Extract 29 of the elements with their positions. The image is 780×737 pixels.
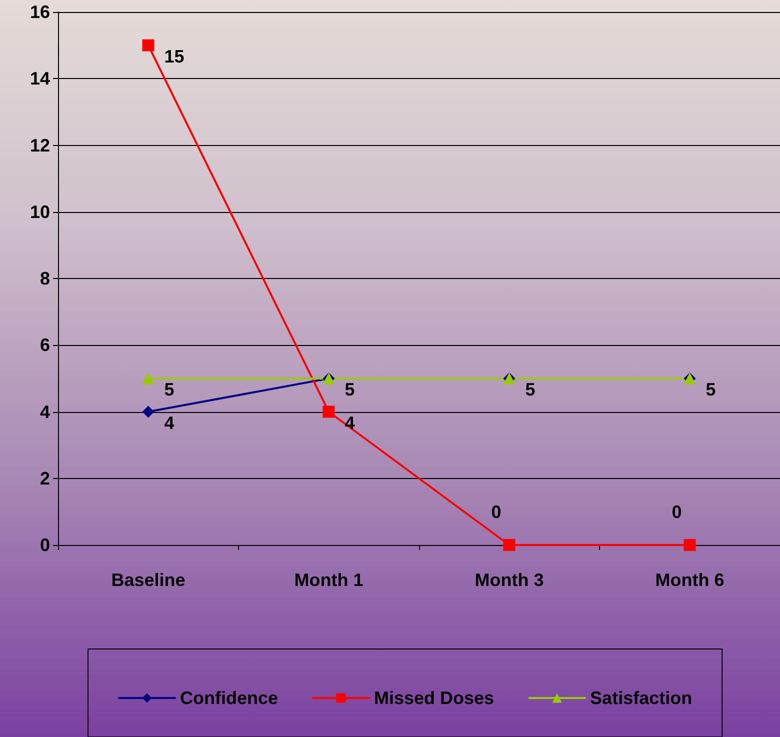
x-tick-label: Month 1	[294, 570, 364, 590]
point	[142, 406, 154, 418]
x-tick-label: Month 6	[655, 570, 724, 590]
point	[503, 539, 516, 551]
y-tick-label: 4	[40, 402, 50, 422]
legend-label: Confidence	[180, 688, 278, 708]
data-label: 5	[525, 379, 536, 400]
data-label: 0	[491, 502, 502, 522]
legend-label: Satisfaction	[590, 688, 692, 708]
data-label: 0	[672, 502, 682, 522]
x-tick-label: Baseline	[111, 570, 186, 590]
data-label: 5	[706, 379, 716, 400]
point	[322, 406, 335, 418]
y-tick-label: 0	[40, 535, 50, 555]
y-tick-label: 14	[30, 68, 50, 89]
y-tick-label: 12	[30, 135, 50, 156]
point	[142, 39, 154, 52]
data-label: 15	[164, 46, 184, 66]
y-tick-label: 16	[30, 2, 50, 22]
data-label: 4	[164, 412, 174, 433]
data-label: 5	[344, 379, 355, 400]
legend-label: Missed Doses	[374, 688, 494, 708]
y-tick-label: 10	[30, 202, 50, 222]
x-tick-label: Month 3	[474, 570, 544, 590]
y-tick-label: 2	[40, 468, 50, 488]
data-label: 5	[164, 379, 174, 400]
y-tick-label: 6	[40, 335, 50, 356]
y-tick-label: 8	[40, 268, 50, 288]
point	[684, 539, 696, 551]
